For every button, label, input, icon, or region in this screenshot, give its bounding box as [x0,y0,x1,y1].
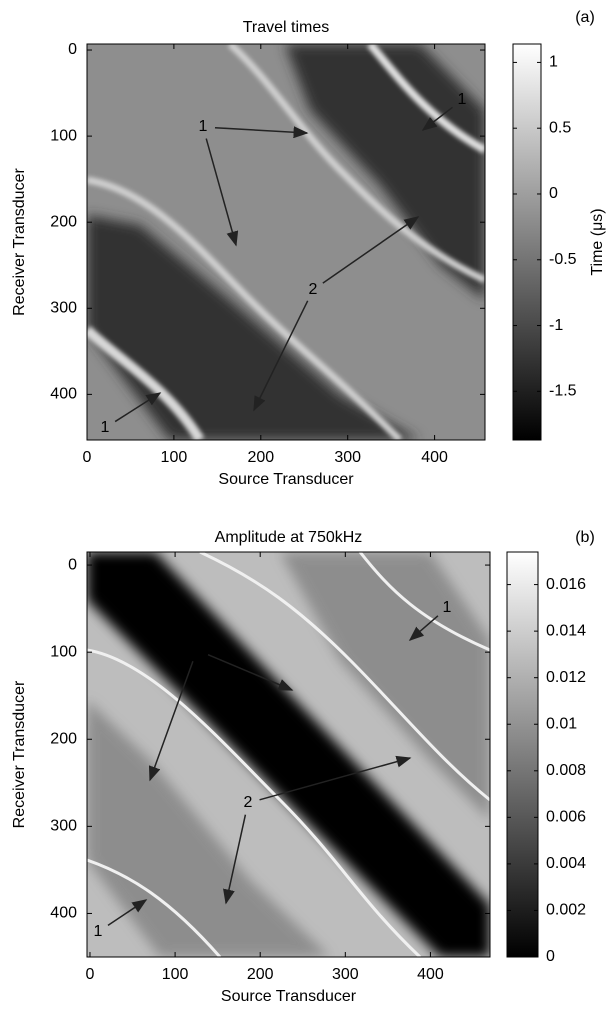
colorbar-tick-label: 0.5 [549,119,571,136]
y-axis-label: Receiver Transducer [11,680,28,828]
annotation-arrow [114,392,162,423]
colorbar-tick-label: 0.016 [546,576,586,593]
annotation-arrow [408,615,439,641]
colorbar-tick-label: 0 [546,948,555,965]
y-tick-label: 400 [50,905,77,922]
y-tick-label: 100 [50,643,77,660]
y-tick-label: 200 [50,730,77,747]
annotation: 1 [199,118,208,135]
annotation: 2 [309,281,318,298]
y-tick-label: 400 [50,386,77,403]
colorbar-tick-label: 0.002 [546,902,586,919]
y-axis-label: Receiver Transducer [11,168,28,316]
y-tick-label: 300 [50,818,77,835]
x-tick-label: 400 [421,449,448,466]
annotation: 2 [244,794,253,811]
x-tick-label: 400 [417,966,444,983]
annotation: 1 [193,641,202,658]
y-tick-label: 300 [50,300,77,317]
annotation-arrow [214,126,309,139]
heatmap-image [87,44,485,440]
y-tick-label: 100 [50,127,77,144]
annotation-arrow [223,814,247,905]
annotation: 1 [458,91,467,108]
x-tick-label: 300 [332,966,359,983]
colorbar-tick-label: 0 [549,185,558,202]
annotation-arrow [148,661,194,782]
x-tick-label: 100 [162,966,189,983]
plot-frame [86,551,491,958]
chart-title: Travel times [243,19,330,36]
colorbar-tick-label: 0.006 [546,809,586,826]
plot-frame [86,43,486,441]
x-tick-label: 200 [247,966,274,983]
annotation-arrow [253,300,309,412]
annotation: 1 [443,599,452,616]
y-tick-label: 0 [68,556,77,573]
colorbar-tick-label: 0.01 [546,715,577,732]
annotation-arrow [259,755,412,801]
y-tick-label: 200 [50,213,77,230]
colorbar-tick-label: 1 [549,54,558,71]
colorbar-tick-label: -1.5 [549,383,577,400]
annotation: 1 [101,419,110,436]
x-tick-label: 100 [161,449,188,466]
x-tick-label: 0 [86,966,95,983]
colorbar-tick-label: -1 [549,317,563,334]
colorbar [506,551,539,958]
chart-title: Amplitude at 750kHz [215,529,363,546]
colorbar [512,43,542,441]
x-tick-label: 300 [334,449,361,466]
panel-label: (a) [575,9,595,26]
heatmap-image [87,552,490,957]
annotation-arrow [205,138,239,247]
panel-label: (b) [575,529,595,546]
annotation-arrow [322,216,420,284]
y-tick-label: 0 [68,41,77,58]
colorbar-tick-label: 0.004 [546,855,586,872]
colorbar-tick-label: 0.008 [546,762,586,779]
colorbar-label: Time (μs) [589,208,606,275]
x-tick-label: 0 [83,449,92,466]
colorbar-tick-label: 0.012 [546,669,586,686]
annotation-arrow [107,899,148,926]
x-tick-label: 200 [247,449,274,466]
annotation-arrow [421,106,453,131]
colorbar-tick-label: -0.5 [549,251,577,268]
x-axis-label: Source Transducer [221,988,357,1005]
colorbar-tick-label: 0.014 [546,622,586,639]
annotation: 1 [94,923,103,940]
annotation-arrow [207,653,294,691]
x-axis-label: Source Transducer [218,471,354,488]
